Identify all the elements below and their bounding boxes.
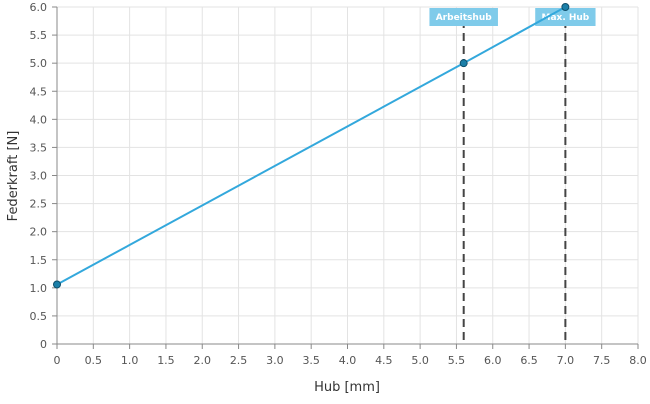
x-tick-label: 0 [54, 354, 61, 367]
marker-label-box [429, 8, 498, 26]
y-tick-label: 5.0 [30, 57, 48, 70]
marker-label: Max. Hub [541, 13, 589, 23]
y-tick-label: 2.0 [30, 226, 48, 239]
y-axis-title: Federkraft [N] [6, 131, 21, 222]
axes [52, 6, 639, 349]
x-tick-label: 5.0 [411, 354, 429, 367]
x-tick-label: 6.5 [520, 354, 538, 367]
x-tick-label: 1.0 [121, 354, 139, 367]
reference-markers: Arbeitshub Max. Hub [429, 8, 596, 344]
marker-label: Arbeitshub [436, 13, 493, 23]
x-tick-label: 1.5 [157, 354, 175, 367]
y-tick-label: 1.0 [30, 282, 48, 295]
y-tick-label: 1.5 [30, 254, 48, 267]
series [53, 3, 570, 289]
y-tick-label: 0.5 [30, 310, 48, 323]
x-tick-label: 6.0 [484, 354, 502, 367]
x-tick-label: 2.5 [230, 354, 248, 367]
y-tick-label: 3.0 [30, 170, 48, 183]
data-point [53, 280, 61, 289]
marker-label-box [535, 8, 596, 26]
x-tick-label: 8.0 [629, 354, 647, 367]
axis-tick-labels: 0 0.5 1.0 1.5 2.0 2.5 3.0 3.5 4.0 4.5 5.0 5.5 6.0 6.5… [30, 1, 647, 367]
x-tick-label: 2.0 [194, 354, 212, 367]
y-tick-label: 4.5 [30, 85, 48, 98]
x-tick-label: 3.0 [266, 354, 284, 367]
x-tick-label: 4.5 [375, 354, 393, 367]
x-tick-label: 4.0 [339, 354, 357, 367]
y-tick-label: 2.5 [30, 198, 48, 211]
y-tick-label: 4.0 [30, 113, 48, 126]
y-tick-label: 5.5 [30, 29, 48, 42]
x-tick-label: 5.5 [448, 354, 466, 367]
grid [56, 6, 639, 345]
x-tick-label: 7.0 [557, 354, 575, 367]
y-tick-label: 0 [40, 338, 47, 351]
x-tick-label: 7.5 [593, 354, 611, 367]
x-axis-title: Hub [mm] [314, 380, 380, 395]
y-tick-label: 3.5 [30, 141, 48, 154]
data-point [459, 59, 468, 68]
x-tick-label: 0.5 [85, 354, 103, 367]
y-tick-label: 6.0 [30, 1, 48, 14]
data-point [561, 3, 570, 11]
x-tick-label: 3.5 [302, 354, 320, 367]
